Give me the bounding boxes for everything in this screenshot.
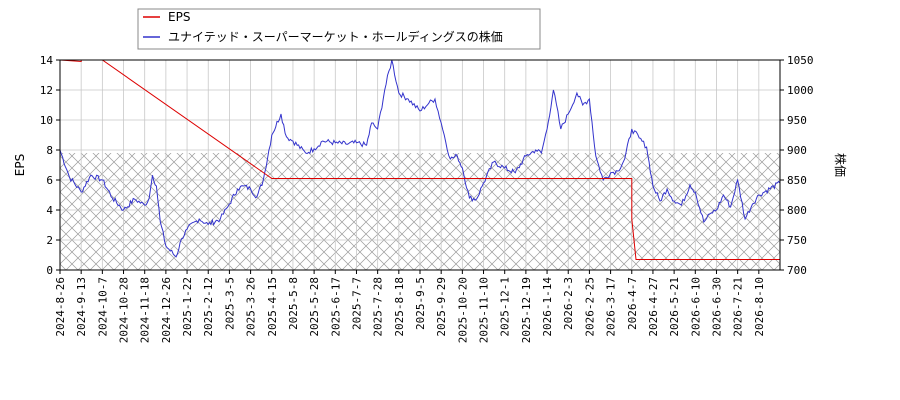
- right-tick-label: 850: [787, 174, 807, 187]
- x-tick-label: 2025-10-20: [456, 277, 469, 343]
- x-tick-label: 2024-10-7: [96, 277, 109, 337]
- right-tick-label: 800: [787, 204, 807, 217]
- x-tick-label: 2025-3-5: [223, 277, 236, 330]
- x-tick-label: 2026-2-25: [583, 277, 596, 337]
- x-tick-label: 2026-7-21: [732, 277, 745, 337]
- right-tick-label: 900: [787, 144, 807, 157]
- x-tick-label: 2025-9-29: [435, 277, 448, 337]
- x-tick-label: 2025-9-5: [414, 277, 427, 330]
- x-tick-label: 2025-4-15: [266, 277, 279, 337]
- left-tick-label: 12: [40, 84, 53, 97]
- x-tick-label: 2025-5-8: [287, 277, 300, 330]
- x-tick-label: 2025-12-1: [499, 277, 512, 337]
- x-tick-label: 2026-6-30: [710, 277, 723, 337]
- x-tick-label: 2025-5-28: [308, 277, 321, 337]
- right-tick-label: 1050: [787, 54, 814, 67]
- x-tick-label: 2026-6-10: [689, 277, 702, 337]
- right-tick-label: 750: [787, 234, 807, 247]
- x-tick-label: 2024-10-28: [118, 277, 131, 343]
- x-tick-label: 2025-2-12: [202, 277, 215, 337]
- legend: EPS ユナイテッド・スーパーマーケット・ホールディングスの株価: [137, 8, 541, 50]
- left-tick-label: 6: [46, 174, 53, 187]
- x-tick-label: 2026-1-14: [541, 277, 554, 337]
- x-tick-label: 2025-8-18: [393, 277, 406, 337]
- legend-label-eps: EPS: [168, 10, 190, 24]
- right-tick-label: 1000: [787, 84, 814, 97]
- x-tick-label: 2025-7-7: [350, 277, 363, 330]
- left-tick-label: 14: [40, 54, 54, 67]
- x-tick-label: 2026-3-17: [605, 277, 618, 337]
- x-tick-label: 2026-8-10: [753, 277, 766, 337]
- left-tick-label: 10: [40, 114, 53, 127]
- left-tick-label: 4: [46, 204, 53, 217]
- x-tick-label: 2026-5-21: [668, 277, 681, 337]
- x-tick-label: 2024-8-26: [54, 277, 67, 337]
- x-tick-label: 2025-3-26: [245, 277, 258, 337]
- x-tick-label: 2024-9-13: [75, 277, 88, 337]
- left-axis-title: EPS: [13, 154, 27, 176]
- left-axis: 0 2 4 6 8 10 12 14: [40, 54, 60, 277]
- legend-label-price: ユナイテッド・スーパーマーケット・ホールディングスの株価: [168, 29, 503, 44]
- right-tick-label: 700: [787, 264, 807, 277]
- x-tick-label: 2026-4-7: [626, 277, 639, 330]
- eps-line: [60, 60, 780, 260]
- x-tick-label: 2024-12-26: [160, 277, 173, 343]
- x-axis: 2024-8-26 2024-9-13 2024-10-7 2024-10-28 202…: [54, 270, 766, 343]
- right-tick-label: 950: [787, 114, 807, 127]
- x-tick-label: 2024-11-18: [139, 277, 152, 343]
- x-tick-label: 2025-6-17: [329, 277, 342, 337]
- x-tick-label: 2025-12-19: [520, 277, 533, 343]
- price-line: [60, 60, 780, 258]
- right-axis: 700 750 800 850 900 950 1000 1050: [780, 54, 814, 277]
- left-tick-label: 2: [46, 234, 53, 247]
- right-axis-title: 株価: [833, 153, 848, 177]
- left-tick-label: 8: [46, 144, 53, 157]
- x-tick-label: 2026-2-3: [562, 277, 575, 330]
- x-tick-label: 2026-4-27: [647, 277, 660, 337]
- x-tick-label: 2025-7-28: [372, 277, 385, 337]
- left-tick-label: 0: [46, 264, 53, 277]
- x-tick-label: 2025-1-22: [181, 277, 194, 337]
- legend-box: [137, 8, 541, 50]
- x-tick-label: 2025-11-10: [478, 277, 491, 343]
